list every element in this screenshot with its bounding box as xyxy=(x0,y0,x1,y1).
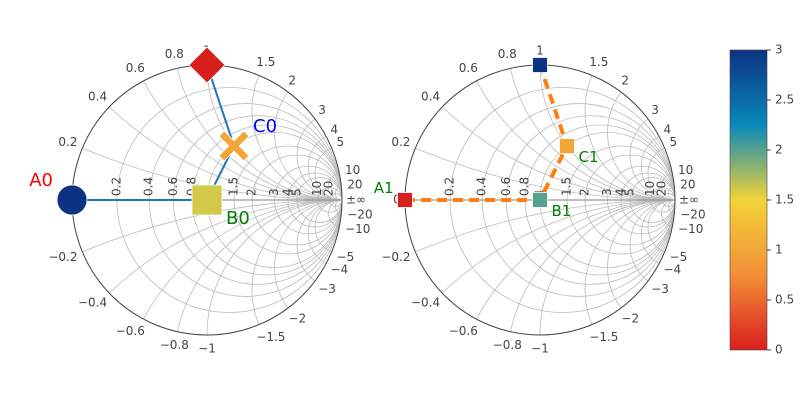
real-tick-label: 0.2 xyxy=(110,177,124,196)
colorbar-tick-label: 2.5 xyxy=(775,93,794,107)
imag-tick-label: −1.5 xyxy=(589,330,618,344)
imag-tick-label: −3 xyxy=(318,282,336,296)
imag-tick-label: 1.5 xyxy=(256,55,275,69)
colorbar-tick-label: 3 xyxy=(775,43,783,57)
imag-tick-label: 0.4 xyxy=(421,90,440,104)
imag-tick-label: 0.8 xyxy=(165,47,184,61)
imag-grid-arc xyxy=(117,200,567,400)
imag-tick-label: 1.5 xyxy=(589,55,608,69)
colorbar-tick-label: 0.5 xyxy=(775,293,794,307)
imag-tick-label: −4 xyxy=(663,263,681,277)
imag-tick-label: 20 xyxy=(680,178,695,192)
marker xyxy=(219,131,249,161)
imag-tick-label: 10 xyxy=(345,163,360,177)
imag-tick-label: 3 xyxy=(651,103,659,117)
real-tick-label: 5 xyxy=(290,188,304,196)
infinity-label: ±∞ xyxy=(679,193,699,207)
real-tick-label: 3 xyxy=(600,188,614,196)
imag-tick-label: −0.6 xyxy=(116,324,145,338)
imag-tick-label: 0.2 xyxy=(58,135,77,149)
colorbar-tick-label: 1.5 xyxy=(775,193,794,207)
imag-tick-label: −0.2 xyxy=(48,250,77,264)
imag-tick-label: −1 xyxy=(531,342,549,356)
imag-tick-label: −0.8 xyxy=(160,338,189,352)
imag-tick-label: −0.2 xyxy=(381,250,410,264)
marker xyxy=(533,58,548,73)
marker xyxy=(560,139,575,154)
imag-tick-label: 1 xyxy=(536,44,544,58)
imag-grid-arc xyxy=(173,200,511,400)
imag-tick-label: 0.4 xyxy=(88,90,107,104)
imag-tick-label: 2 xyxy=(288,73,296,87)
marker xyxy=(192,185,222,215)
marker xyxy=(398,193,413,208)
imag-tick-label: −3 xyxy=(651,282,669,296)
imag-tick-label: 5 xyxy=(670,135,678,149)
imag-tick-label: −4 xyxy=(330,263,348,277)
infinity-label: ±∞ xyxy=(346,193,366,207)
marker xyxy=(533,193,548,208)
marker-text: A1 xyxy=(374,179,394,197)
imag-tick-label: 0.6 xyxy=(459,61,478,75)
imag-tick-label: 10 xyxy=(678,163,693,177)
marker-text: A0 xyxy=(29,170,53,191)
colorbar-tick-label: 2 xyxy=(775,143,783,157)
real-tick-label: 5 xyxy=(623,188,637,196)
imag-tick-label: 0.8 xyxy=(498,47,517,61)
real-tick-label: 1.5 xyxy=(560,177,574,196)
marker xyxy=(189,47,225,83)
real-tick-label: 0.2 xyxy=(443,177,457,196)
imag-tick-label: −5 xyxy=(670,250,688,264)
marker-text: B0 xyxy=(226,208,250,229)
imag-tick-label: −20 xyxy=(347,207,372,221)
real-tick-label: 0.4 xyxy=(475,177,489,196)
imag-tick-label: −20 xyxy=(680,207,705,221)
imag-tick-label: 5 xyxy=(337,135,345,149)
imag-tick-label: 20 xyxy=(347,178,362,192)
real-tick-label: 0.8 xyxy=(518,177,532,196)
imag-tick-label: −2 xyxy=(621,312,639,326)
imag-tick-label: −0.8 xyxy=(493,338,522,352)
colorbar xyxy=(730,50,767,350)
real-tick-label: 20 xyxy=(322,181,336,196)
imag-tick-label: 2 xyxy=(621,73,629,87)
marker-text: C1 xyxy=(579,148,599,166)
real-tick-label: 20 xyxy=(655,181,669,196)
imag-grid-arc xyxy=(173,0,511,200)
imag-tick-label: −10 xyxy=(345,222,370,236)
imag-tick-label: −0.4 xyxy=(411,295,440,309)
imag-tick-label: −0.6 xyxy=(449,324,478,338)
imag-tick-label: 0.6 xyxy=(126,61,145,75)
colorbar-tick-label: 1 xyxy=(775,243,783,257)
real-tick-label: 0.4 xyxy=(142,177,156,196)
imag-tick-label: −2 xyxy=(288,312,306,326)
imag-tick-label: −10 xyxy=(678,222,703,236)
colorbar-tick-label: 0 xyxy=(775,343,783,357)
imag-grid-arc xyxy=(117,0,567,200)
imag-tick-label: −5 xyxy=(337,250,355,264)
imag-tick-label: −0.4 xyxy=(78,295,107,309)
imag-tick-label: 3 xyxy=(318,103,326,117)
imag-tick-label: −1 xyxy=(198,342,216,356)
real-tick-label: 1.5 xyxy=(227,177,241,196)
real-tick-label: 3 xyxy=(267,188,281,196)
imag-grid-arc xyxy=(252,20,432,200)
real-tick-label: 2 xyxy=(245,188,259,196)
imag-grid-arc xyxy=(252,200,432,380)
marker-text: B1 xyxy=(552,202,572,220)
real-tick-label: 2 xyxy=(578,188,592,196)
imag-tick-label: −1.5 xyxy=(256,330,285,344)
marker-text: C0 xyxy=(253,116,277,137)
real-tick-label: 0.6 xyxy=(499,177,513,196)
real-tick-label: 0.6 xyxy=(166,177,180,196)
marker xyxy=(57,185,87,215)
imag-tick-label: 0.2 xyxy=(391,135,410,149)
